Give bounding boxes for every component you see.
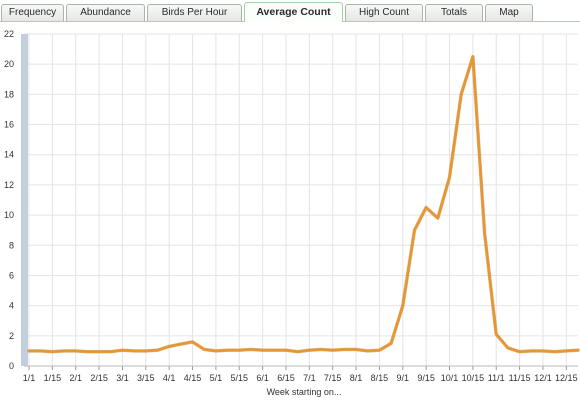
x-tick-label: 12/15 xyxy=(555,373,578,383)
y-tick-label: 8 xyxy=(9,240,14,250)
x-tick-label: 10/15 xyxy=(462,373,485,383)
tab-map[interactable]: Map xyxy=(485,4,533,21)
x-tick-label: 9/1 xyxy=(397,373,410,383)
x-tick-label: 6/15 xyxy=(277,373,295,383)
x-tick-label: 3/15 xyxy=(137,373,155,383)
x-tick-label: 7/15 xyxy=(324,373,342,383)
y-axis-bar xyxy=(21,34,28,366)
grid-lines xyxy=(24,33,578,367)
y-tick-label: 14 xyxy=(4,150,14,160)
x-tick-label: 2/1 xyxy=(69,373,82,383)
x-tick-label: 4/15 xyxy=(184,373,202,383)
x-tick-label: 1/15 xyxy=(44,373,62,383)
tab-average-count[interactable]: Average Count xyxy=(244,2,343,22)
x-tick-label: 4/1 xyxy=(163,373,176,383)
x-tick-label: 8/1 xyxy=(350,373,363,383)
series-line-shadow xyxy=(27,54,580,354)
series-line xyxy=(27,55,580,353)
y-tick-label: 6 xyxy=(9,270,14,280)
x-tick-label: 10/1 xyxy=(441,373,459,383)
x-tick-label: 3/1 xyxy=(116,373,129,383)
x-tick-label: 12/1 xyxy=(534,373,552,383)
x-tick-label: 11/15 xyxy=(509,373,531,383)
y-tick-label: 2 xyxy=(9,331,14,341)
y-axis: 0 2 4 6 8 10 12 14 16 18 20 22 xyxy=(4,29,28,371)
y-tick-label: 10 xyxy=(4,210,14,220)
y-tick-label: 4 xyxy=(9,301,14,311)
x-tick-label: 5/1 xyxy=(210,373,223,383)
y-tick-label: 16 xyxy=(4,120,14,130)
y-tick-label: 22 xyxy=(4,29,14,39)
tab-frequency[interactable]: Frequency xyxy=(1,4,64,21)
tab-totals[interactable]: Totals xyxy=(425,4,483,21)
average-count-chart: 0 2 4 6 8 10 12 14 16 18 20 22 1/1 1/15 2/1 2/15 3/1 3/1… xyxy=(4,29,580,397)
x-tick-label: 8/15 xyxy=(371,373,389,383)
tab-birds-per-hour[interactable]: Birds Per Hour xyxy=(147,4,242,21)
y-tick-label: 18 xyxy=(4,89,14,99)
x-tick-label: 7/1 xyxy=(303,373,316,383)
x-tick-label: 9/15 xyxy=(417,373,435,383)
y-tick-label: 20 xyxy=(4,59,14,69)
series-layer xyxy=(27,54,580,354)
tab-bar: Frequency Abundance Birds Per Hour Avera… xyxy=(0,0,580,22)
x-tick-label: 5/15 xyxy=(230,373,248,383)
x-tick-label: 2/15 xyxy=(90,373,108,383)
x-axis-title: Week starting on... xyxy=(267,387,342,397)
x-tick-label: 1/1 xyxy=(23,373,36,383)
x-axis: 1/1 1/15 2/1 2/15 3/1 3/15 4/1 4/15 5/1 5/15 6/1 6/… xyxy=(23,365,578,383)
x-tick-label: 6/1 xyxy=(256,373,269,383)
y-tick-label: 12 xyxy=(4,180,14,190)
tab-high-count[interactable]: High Count xyxy=(345,4,423,21)
x-tick-label: 11/1 xyxy=(488,373,505,383)
tab-abundance[interactable]: Abundance xyxy=(66,4,145,21)
y-tick-label: 0 xyxy=(9,361,14,371)
